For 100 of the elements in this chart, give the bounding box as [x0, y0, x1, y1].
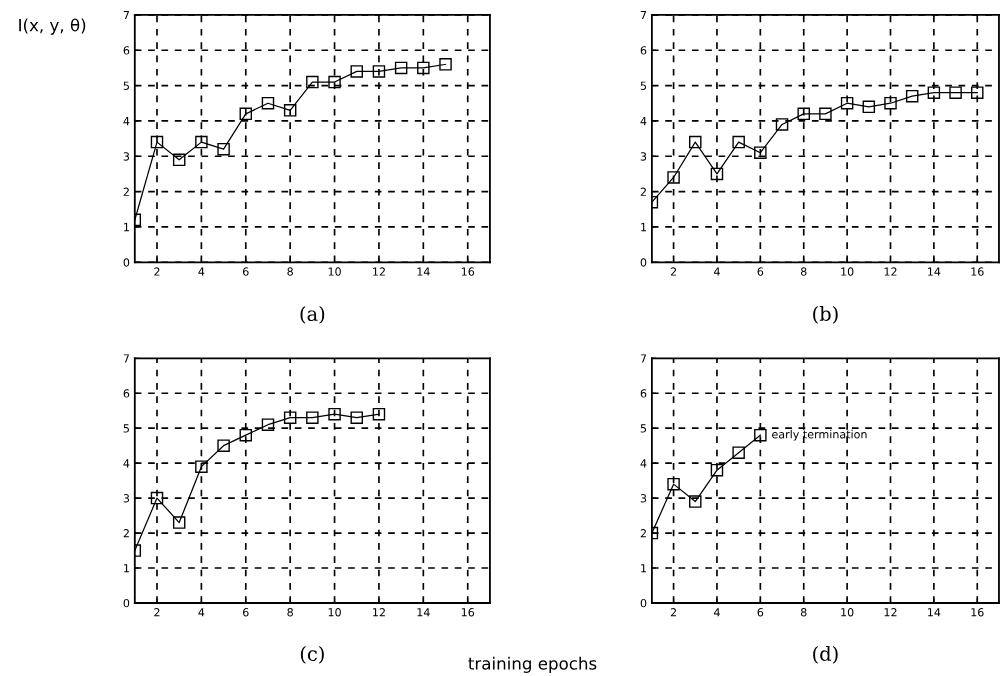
point: [172, 516, 186, 529]
point: [394, 61, 408, 75]
point: [195, 135, 208, 149]
point: [217, 439, 230, 452]
x-tick-label: 2: [670, 267, 676, 276]
point: [775, 118, 789, 131]
point: [261, 418, 275, 431]
y-tick-label: 3: [640, 152, 647, 161]
point: [328, 75, 341, 89]
point: [239, 107, 253, 121]
point: [439, 58, 452, 71]
x-tick-label: 6: [757, 267, 764, 276]
x-tick-label: 10: [328, 267, 341, 276]
x-tick-label: 12: [884, 267, 897, 276]
y-tick-label: 1: [124, 564, 129, 573]
point: [350, 65, 364, 78]
point: [372, 407, 386, 421]
point: [689, 135, 702, 149]
y-tick-label: 0: [123, 598, 130, 608]
x-tick-label: 12: [373, 267, 385, 276]
text: (a): [300, 305, 325, 324]
x-tick-label: 14: [417, 267, 430, 276]
x-tick-label: 14: [417, 608, 430, 617]
x-tick-label: 8: [287, 267, 293, 276]
point: [667, 171, 680, 184]
point: [732, 135, 745, 149]
y-tick-label: 7: [640, 10, 647, 20]
y-tick-label: 6: [640, 46, 647, 55]
point: [949, 86, 962, 99]
y-tick-label: 1: [641, 223, 646, 232]
x-tick-label: 8: [800, 267, 807, 276]
x-tick-label: 6: [757, 608, 764, 617]
x-tick-label: 10: [841, 608, 854, 617]
point: [150, 491, 164, 505]
y-tick-label: 3: [640, 494, 647, 503]
y-tick-label: 6: [123, 46, 130, 55]
x-tick-label: 2: [154, 267, 160, 276]
y-tick-label: 5: [123, 424, 129, 433]
text: (c): [300, 645, 324, 664]
point: [667, 477, 680, 491]
x-tick-label: 4: [198, 267, 205, 276]
text: (d): [813, 645, 838, 664]
point: [195, 460, 208, 473]
y-tick-label: 4: [123, 117, 130, 126]
y-axis-title: I(x, y, θ): [19, 18, 86, 35]
y-tick-label: 0: [640, 598, 647, 608]
x-tick-label: 8: [800, 608, 807, 617]
y-tick-label: 5: [123, 81, 129, 90]
y-tick-label: 7: [640, 354, 647, 363]
y-tick-label: 5: [640, 424, 647, 433]
x-tick-label: 16: [971, 267, 984, 276]
point: [754, 146, 767, 159]
x-tick-label: 2: [154, 608, 160, 617]
point: [797, 107, 810, 121]
annotation: early termination: [772, 429, 867, 441]
y-tick-label: 2: [640, 529, 646, 538]
x-tick-label: 12: [373, 608, 385, 617]
x-tick-label: 14: [928, 608, 941, 617]
point: [283, 411, 297, 424]
point: [150, 135, 164, 149]
x-tick-label: 16: [971, 608, 984, 617]
x-tick-label: 10: [841, 267, 854, 276]
x-tick-label: 16: [461, 267, 475, 276]
x-tick-label: 6: [243, 267, 249, 276]
point: [350, 411, 364, 424]
y-tick-label: 0: [640, 258, 647, 267]
y-tick-label: 1: [124, 223, 129, 232]
point: [172, 153, 186, 167]
point: [884, 96, 897, 110]
y-tick-label: 3: [123, 494, 130, 503]
point: [328, 407, 341, 421]
x-tick-label: 4: [198, 608, 205, 617]
point: [417, 61, 430, 75]
point: [239, 428, 253, 442]
x-axis-title: training epochs: [468, 656, 597, 673]
point: [905, 89, 919, 103]
point: [754, 428, 767, 442]
y-tick-label: 4: [123, 459, 130, 468]
y-tick-label: 3: [123, 152, 130, 161]
point: [971, 86, 984, 99]
x-tick-label: 12: [884, 608, 897, 617]
point: [927, 86, 941, 99]
x-tick-label: 8: [287, 608, 293, 617]
text: (b): [813, 305, 838, 324]
y-tick-label: 4: [640, 459, 647, 468]
point: [689, 495, 702, 508]
y-tick-label: 1: [641, 564, 646, 573]
point: [283, 104, 297, 117]
y-tick-label: 0: [123, 258, 130, 267]
y-tick-label: 7: [123, 354, 129, 363]
point: [261, 96, 275, 110]
y-tick-label: 6: [640, 389, 647, 398]
x-tick-label: 10: [328, 608, 341, 617]
point: [862, 100, 876, 114]
x-tick-label: 16: [461, 608, 475, 617]
y-tick-label: 5: [640, 81, 647, 90]
point: [819, 107, 832, 121]
y-tick-label: 2: [640, 187, 646, 196]
point: [306, 75, 319, 89]
x-tick-label: 14: [928, 267, 941, 276]
